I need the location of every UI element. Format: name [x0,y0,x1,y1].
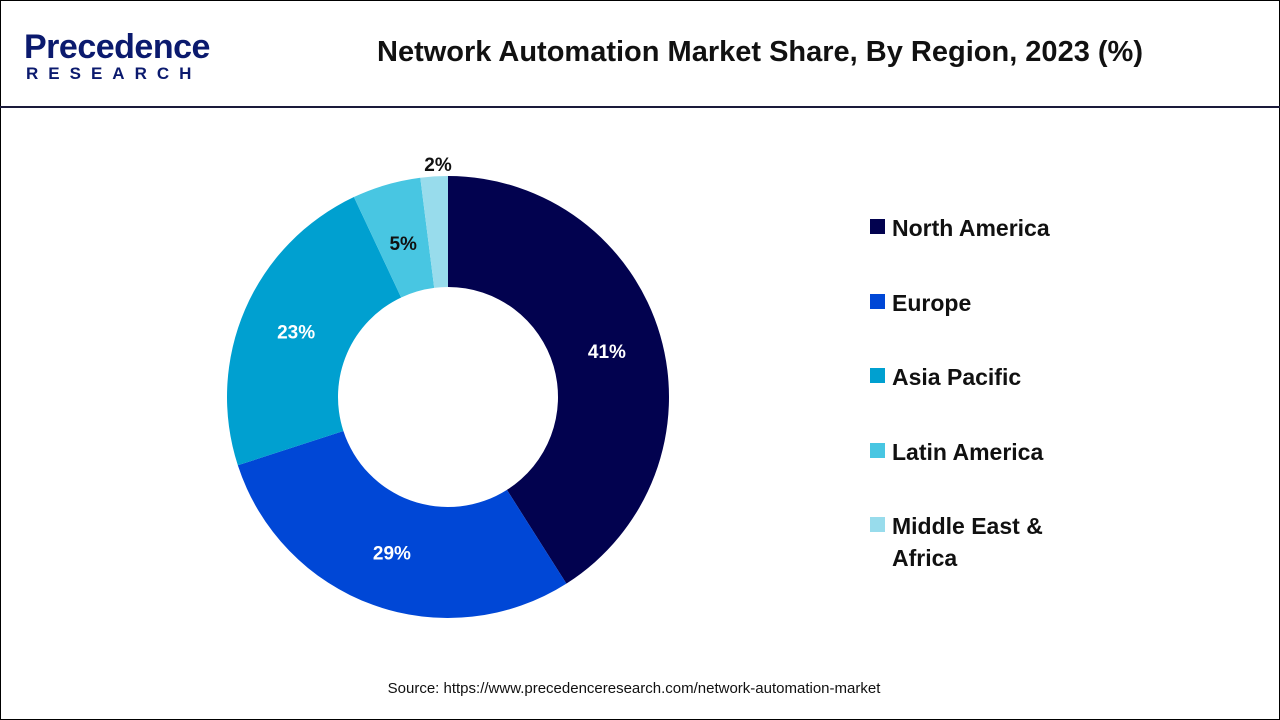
data-label: 2% [424,155,452,176]
legend-item: Latin America [870,436,1090,468]
logo-subtext: RESEARCH [26,64,202,83]
slice-latin-america [353,177,435,298]
source-text: Source: https://www.precedenceresearch.c… [387,680,881,697]
legend-item: Middle East & Africa [870,510,1090,574]
data-label: 5% [389,234,417,255]
legend-item: Asia Pacific [870,361,1090,393]
data-label: 23% [277,322,315,343]
slice-north-america [448,176,670,584]
legend-item: Europe [870,287,1090,319]
legend-label: Latin America [892,439,1044,465]
legend-label: Asia Pacific [892,364,1022,390]
data-label: 29% [373,544,411,565]
slice-asia-pacific [227,197,402,466]
legend-swatch [870,517,885,532]
slice-middle-east-africa [420,176,448,288]
data-label: 41% [588,342,626,363]
legend-swatch [870,219,885,234]
logo: Precedence RESEARCH [24,28,214,88]
legend-label: Europe [892,290,972,316]
slice-europe [237,430,567,618]
header: Precedence RESEARCH Network Automation M… [0,0,1280,108]
legend-item: North America [870,212,1090,244]
legend-swatch [870,294,885,309]
legend-swatch [870,368,885,383]
logo-text: Precedence [24,28,210,66]
chart-title: Network Automation Market Share, By Regi… [377,36,1143,68]
legend-label: North America [892,215,1050,241]
legend-swatch [870,443,885,458]
legend-label: Middle East & Africa [892,513,1043,571]
